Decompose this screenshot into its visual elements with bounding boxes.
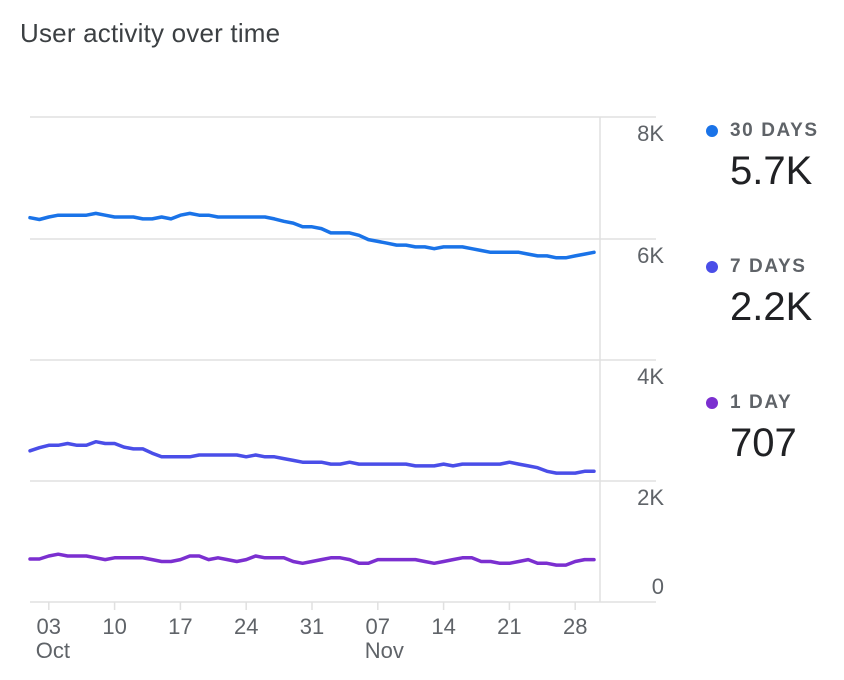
legend-value-1-day: 707 — [730, 421, 797, 465]
legend-label-30-days: 30 DAYS — [730, 120, 819, 141]
x-tick-label: 31 — [300, 614, 324, 639]
x-tick-label: 14 — [431, 614, 455, 639]
y-tick-label: 0 — [652, 574, 664, 599]
x-month-label: Oct — [36, 638, 70, 663]
y-tick-label: 4K — [637, 364, 664, 389]
legend-label-7-days: 7 DAYS — [730, 256, 807, 277]
x-tick-label: 17 — [168, 614, 192, 639]
y-tick-label: 8K — [637, 121, 664, 146]
y-tick-label: 6K — [637, 243, 664, 268]
y-tick-label: 2K — [637, 485, 664, 510]
legend-value-30-days: 5.7K — [730, 149, 813, 193]
x-tick-label: 24 — [234, 614, 258, 639]
x-tick-label: 10 — [102, 614, 126, 639]
x-month-label: Nov — [365, 638, 404, 663]
series-line-30-days[interactable] — [28, 211, 596, 260]
legend-value-7-days: 2.2K — [730, 285, 813, 329]
x-tick-label: 28 — [563, 614, 587, 639]
legend-item-1-day[interactable]: 1 DAY 707 — [706, 392, 836, 466]
series-line-7-days[interactable] — [28, 439, 596, 475]
series-line-1-day[interactable] — [28, 552, 596, 567]
legend-item-7-days[interactable]: 7 DAYS 2.2K — [706, 256, 836, 330]
series-7-days-dot-icon — [706, 261, 718, 273]
legend-item-30-days[interactable]: 30 DAYS 5.7K — [706, 120, 836, 194]
legend-label-1-day: 1 DAY — [730, 392, 793, 413]
series-30-days-dot-icon — [706, 125, 718, 137]
x-tick-label: 21 — [497, 614, 521, 639]
chart-title: User activity over time — [20, 18, 281, 48]
series-1-day-dot-icon — [706, 397, 718, 409]
x-tick-label: 07 — [366, 614, 390, 639]
x-tick-label: 03 — [37, 614, 61, 639]
